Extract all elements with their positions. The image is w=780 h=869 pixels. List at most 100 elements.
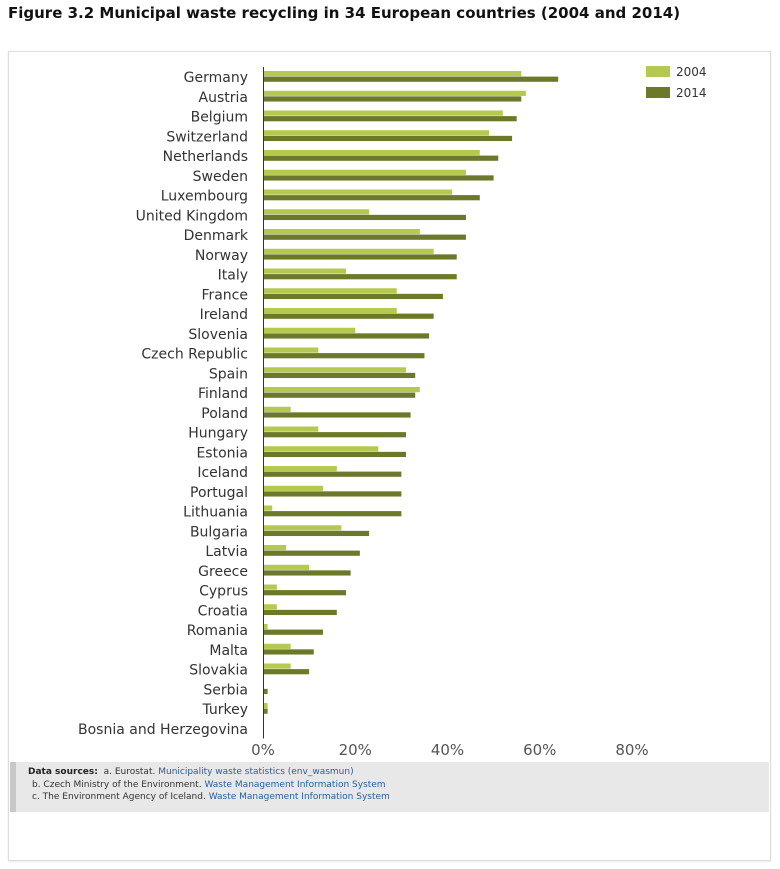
bar-2004-denmark — [264, 229, 420, 235]
category-labels: Germany Austria Belgium Switzerland Netherla… — [78, 70, 249, 738]
bar-2014-spain — [264, 372, 416, 379]
category-label-spain: Spain — [209, 366, 248, 382]
source-c-link[interactable]: Waste Management Information System — [208, 792, 390, 802]
bar-2004-spain — [264, 367, 406, 373]
source-b-link[interactable]: Waste Management Information System — [204, 779, 386, 790]
category-label-norway: Norway — [195, 248, 248, 264]
bar-2014-croatia — [264, 609, 337, 616]
bar-2014-finland — [264, 392, 416, 398]
bar-2004-norway — [264, 248, 434, 254]
category-label-bulgaria: Bulgaria — [190, 524, 248, 540]
bar-2004-france — [264, 288, 397, 294]
bar-2014-belgium — [264, 116, 517, 122]
bar-2014-turkey — [264, 708, 268, 714]
bar-2004-croatia — [264, 604, 277, 610]
bar-2004-belgium — [264, 110, 503, 116]
bars-group — [264, 71, 559, 714]
legend-label-2014: 2014 — [676, 86, 707, 100]
bar-2014-slovakia — [264, 669, 310, 675]
bar-2014-lithuania — [264, 511, 402, 517]
bar-2004-poland — [264, 406, 291, 412]
category-label-ireland: Ireland — [200, 307, 248, 323]
category-label-austria: Austria — [199, 90, 248, 106]
bar-2004-united-kingdom — [264, 209, 370, 215]
bar-2014-romania — [264, 629, 323, 635]
bar-2014-italy — [264, 274, 457, 280]
bar-2004-germany — [264, 71, 522, 77]
bar-2004-turkey — [264, 703, 268, 709]
category-label-iceland: Iceland — [197, 465, 248, 481]
source-a-link[interactable]: Municipality waste statistics (env_wasmu… — [158, 767, 354, 777]
x-tick-labels: 0% 20% 40% 60% 80% — [251, 741, 649, 759]
category-label-poland: Poland — [201, 406, 248, 422]
category-label-greece: Greece — [198, 564, 248, 580]
x-tick-label-80: 80% — [615, 741, 648, 759]
bar-2014-united-kingdom — [264, 214, 466, 221]
bar-2004-bulgaria — [264, 525, 342, 531]
bar-2014-switzerland — [264, 135, 513, 142]
bar-2014-poland — [264, 412, 411, 418]
category-label-portugal: Portugal — [190, 485, 248, 501]
bar-2014-netherlands — [264, 155, 499, 161]
bar-2004-austria — [264, 90, 526, 96]
category-label-united-kingdom: United Kingdom — [136, 208, 248, 224]
category-label-turkey: Turkey — [201, 702, 248, 718]
bar-2014-estonia — [264, 451, 406, 458]
legend: 2004 2014 — [646, 65, 707, 100]
bar-2004-sweden — [264, 169, 466, 175]
bar-2004-finland — [264, 387, 420, 393]
legend-swatch-2004 — [646, 66, 670, 77]
bar-2004-ireland — [264, 308, 397, 314]
figure-title: Figure 3.2 Municipal waste recycling in … — [8, 4, 681, 22]
bar-2014-sweden — [264, 175, 494, 181]
bar-2014-france — [264, 293, 443, 300]
bar-2014-cyprus — [264, 590, 347, 596]
category-label-hungary: Hungary — [188, 426, 248, 442]
category-label-cyprus: Cyprus — [199, 584, 248, 600]
bar-2014-latvia — [264, 550, 360, 556]
x-tick-label-0: 0% — [251, 741, 275, 759]
category-label-lithuania: Lithuania — [183, 505, 248, 521]
bar-2014-slovenia — [264, 333, 430, 339]
bar-2004-iceland — [264, 466, 337, 472]
category-label-serbia: Serbia — [203, 682, 248, 698]
bar-2004-lithuania — [264, 505, 273, 511]
category-label-france: France — [201, 287, 248, 303]
category-label-croatia: Croatia — [198, 603, 248, 619]
category-label-czech-republic: Czech Republic — [141, 347, 248, 363]
x-tick-label-20: 20% — [339, 741, 372, 759]
x-tick-label-40: 40% — [431, 741, 464, 759]
category-label-belgium: Belgium — [191, 110, 248, 126]
bar-2014-serbia — [264, 688, 268, 695]
bar-2004-latvia — [264, 545, 287, 551]
category-label-slovenia: Slovenia — [188, 327, 248, 343]
category-label-sweden: Sweden — [193, 169, 248, 185]
bar-2014-germany — [264, 76, 559, 82]
legend-label-2004: 2004 — [676, 65, 707, 79]
category-label-denmark: Denmark — [184, 228, 249, 244]
bar-2014-luxembourg — [264, 195, 480, 201]
bar-2004-slovenia — [264, 327, 356, 333]
source-c-prefix: c. The Environment Agency of Iceland. — [32, 792, 206, 802]
bar-2004-netherlands — [264, 150, 480, 156]
bar-2004-slovakia — [264, 663, 291, 669]
bar-2004-czech-republic — [264, 347, 319, 353]
category-label-finland: Finland — [198, 386, 248, 402]
bar-2014-austria — [264, 96, 522, 102]
bar-2014-malta — [264, 649, 314, 655]
bar-2004-cyprus — [264, 584, 277, 590]
bar-2014-norway — [264, 254, 457, 260]
x-tick-label-60: 60% — [523, 741, 556, 759]
source-a-prefix: a. Eurostat. — [103, 767, 156, 777]
category-label-malta: Malta — [209, 643, 248, 659]
category-label-netherlands: Netherlands — [163, 149, 248, 165]
category-label-italy: Italy — [218, 268, 248, 284]
bar-2004-romania — [264, 624, 268, 630]
category-label-bosnia-and-herzegovina: Bosnia and Herzegovina — [78, 722, 248, 738]
sources-heading: Data sources: — [28, 767, 98, 777]
bar-2004-greece — [264, 564, 310, 570]
bar-2014-portugal — [264, 491, 402, 497]
source-line-a: Data sources: a. Eurostat. Municipality … — [28, 766, 769, 779]
data-sources-panel: Data sources: a. Eurostat. Municipality … — [10, 762, 769, 812]
bar-2014-hungary — [264, 432, 406, 438]
